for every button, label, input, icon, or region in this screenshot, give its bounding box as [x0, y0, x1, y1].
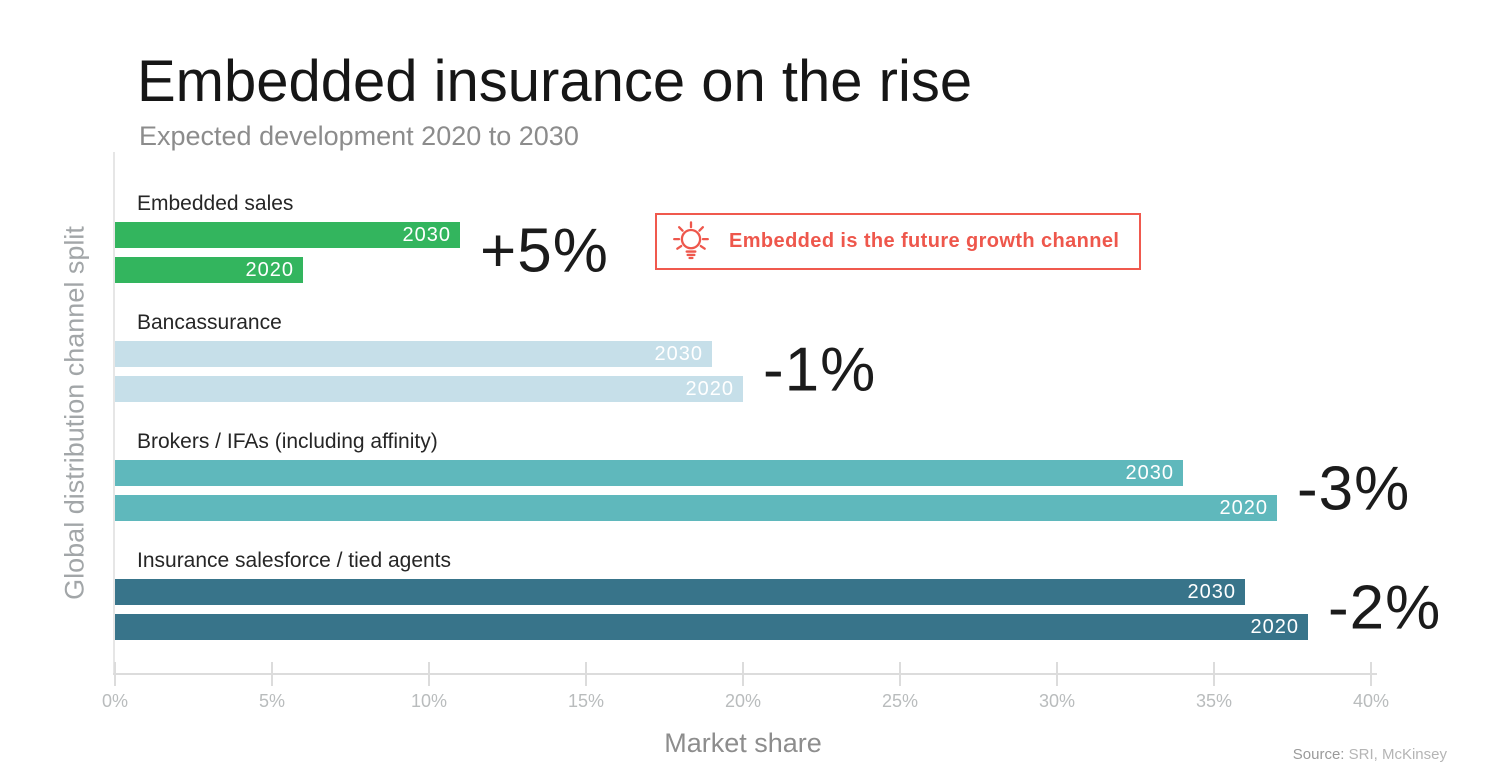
source-label: Source:	[1292, 746, 1345, 763]
bar-year-label: 2020	[685, 377, 734, 400]
x-axis-tick-label: 30%	[1038, 691, 1076, 711]
delta-label: +5%	[480, 216, 609, 286]
delta-label: -2%	[1328, 573, 1442, 643]
x-axis-tick-label: 35%	[1195, 691, 1233, 711]
y-axis-line	[113, 152, 115, 675]
page-title: Embedded insurance on the rise	[137, 49, 973, 114]
lightbulb-icon	[673, 220, 709, 259]
x-axis-tick-label: 40%	[1352, 691, 1390, 711]
page-subtitle: Expected development 2020 to 2030	[139, 121, 579, 151]
x-axis-tick	[1213, 662, 1215, 686]
category-label: Bancassurance	[137, 311, 282, 334]
x-axis-tick	[585, 662, 587, 686]
x-axis-tick-label: 5%	[258, 691, 285, 711]
bar-2020: 2020	[115, 376, 743, 402]
bar-2030: 2030	[115, 341, 712, 367]
bar-year-label: 2030	[1125, 461, 1174, 484]
x-axis-tick	[428, 662, 430, 686]
x-axis-tick-label: 10%	[410, 691, 448, 711]
bar-year-label: 2030	[654, 342, 703, 365]
source-note: Source: SRI, McKinsey	[1293, 746, 1447, 763]
x-axis-tick	[1370, 662, 1372, 686]
callout-text: Embedded is the future growth channel	[729, 230, 1120, 252]
bar-year-label: 2020	[1219, 496, 1268, 519]
x-axis-tick-label: 25%	[881, 691, 919, 711]
delta-label: -1%	[763, 335, 877, 405]
bar-2020: 2020	[115, 614, 1308, 640]
bar-2020: 2020	[115, 495, 1277, 521]
x-axis-tick	[899, 662, 901, 686]
category-label: Brokers / IFAs (including affinity)	[137, 430, 438, 453]
bar-year-label: 2030	[1187, 580, 1236, 603]
x-axis-tick	[742, 662, 744, 686]
delta-label: -3%	[1297, 454, 1411, 524]
x-axis-tick	[114, 662, 116, 686]
bar-year-label: 2020	[245, 258, 294, 281]
x-axis-tick-label: 20%	[724, 691, 762, 711]
x-axis-line	[113, 673, 1377, 675]
bar-2030: 2030	[115, 460, 1183, 486]
x-axis-tick	[1056, 662, 1058, 686]
bar-year-label: 2030	[402, 223, 451, 246]
y-axis-label: Global distribution channel split	[59, 226, 90, 600]
source-value: SRI, McKinsey	[1344, 746, 1447, 763]
x-axis-tick	[271, 662, 273, 686]
callout-box: Embedded is the future growth channel	[655, 213, 1141, 270]
x-axis-title: Market share	[664, 728, 822, 758]
bar-2020: 2020	[115, 257, 303, 283]
bar-2030: 2030	[115, 579, 1245, 605]
category-label: Embedded sales	[137, 192, 294, 215]
category-label: Insurance salesforce / tied agents	[137, 549, 452, 572]
x-axis-tick-label: 0%	[101, 691, 128, 711]
bar-year-label: 2020	[1250, 615, 1299, 638]
x-axis-tick-label: 15%	[567, 691, 605, 711]
bar-2030: 2030	[115, 222, 460, 248]
